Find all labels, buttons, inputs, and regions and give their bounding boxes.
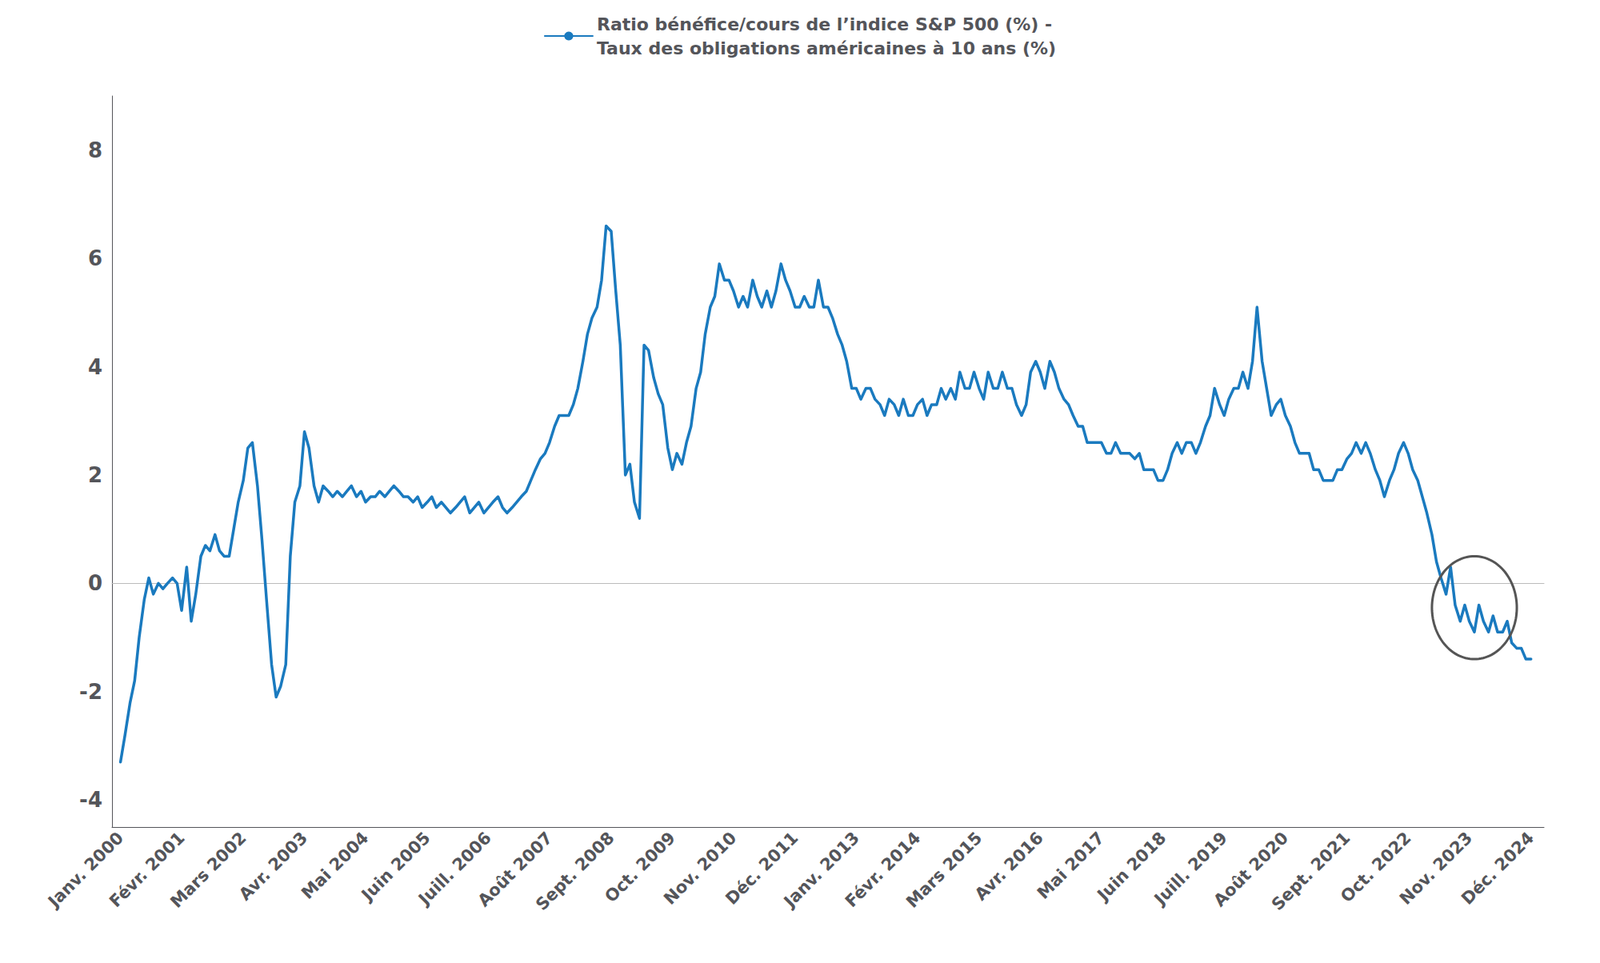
svg-text:Févr. 2014: Févr. 2014: [841, 828, 925, 912]
svg-text:Taux des obligations américain: Taux des obligations américaines à 10 an…: [596, 38, 1056, 59]
svg-text:Mai 2017: Mai 2017: [1033, 828, 1109, 904]
svg-text:Juin 2005: Juin 2005: [357, 828, 435, 905]
svg-text:Sept. 2021: Sept. 2021: [1268, 828, 1355, 916]
svg-text:Avr. 2016: Avr. 2016: [971, 828, 1048, 905]
svg-text:2: 2: [88, 463, 103, 488]
svg-text:Ratio bénéfice/cours de l’indi: Ratio bénéfice/cours de l’indice S&P 500…: [596, 14, 1052, 35]
svg-text:Avr. 2003: Avr. 2003: [235, 828, 312, 905]
svg-text:Oct. 2022: Oct. 2022: [1336, 828, 1415, 907]
svg-text:8: 8: [88, 138, 103, 163]
svg-text:Déc. 2011: Déc. 2011: [721, 828, 802, 909]
svg-text:Juill. 2006: Juill. 2006: [414, 828, 496, 909]
svg-text:Févr. 2001: Févr. 2001: [105, 828, 189, 912]
svg-text:Nov. 2010: Nov. 2010: [660, 828, 741, 909]
svg-text:-4: -4: [79, 788, 103, 812]
svg-text:Mars 2002: Mars 2002: [166, 828, 250, 912]
svg-text:Janv. 2000: Janv. 2000: [44, 828, 128, 912]
svg-text:0: 0: [88, 571, 103, 596]
svg-text:Mai 2004: Mai 2004: [297, 828, 373, 904]
svg-text:Déc. 2024: Déc. 2024: [1457, 828, 1538, 909]
svg-text:Nov. 2023: Nov. 2023: [1395, 828, 1477, 909]
svg-text:6: 6: [88, 246, 103, 271]
svg-text:Juill. 2019: Juill. 2019: [1150, 828, 1231, 909]
svg-text:Août 2007: Août 2007: [474, 828, 557, 911]
svg-text:-2: -2: [79, 680, 103, 704]
svg-text:Janv. 2013: Janv. 2013: [780, 828, 864, 912]
svg-text:Août 2020: Août 2020: [1209, 828, 1293, 911]
svg-text:Oct. 2009: Oct. 2009: [601, 828, 680, 907]
svg-text:Mars 2015: Mars 2015: [902, 828, 986, 912]
svg-text:Sept. 2008: Sept. 2008: [532, 828, 619, 916]
svg-text:4: 4: [88, 355, 103, 380]
svg-text:Juin 2018: Juin 2018: [1093, 828, 1170, 905]
